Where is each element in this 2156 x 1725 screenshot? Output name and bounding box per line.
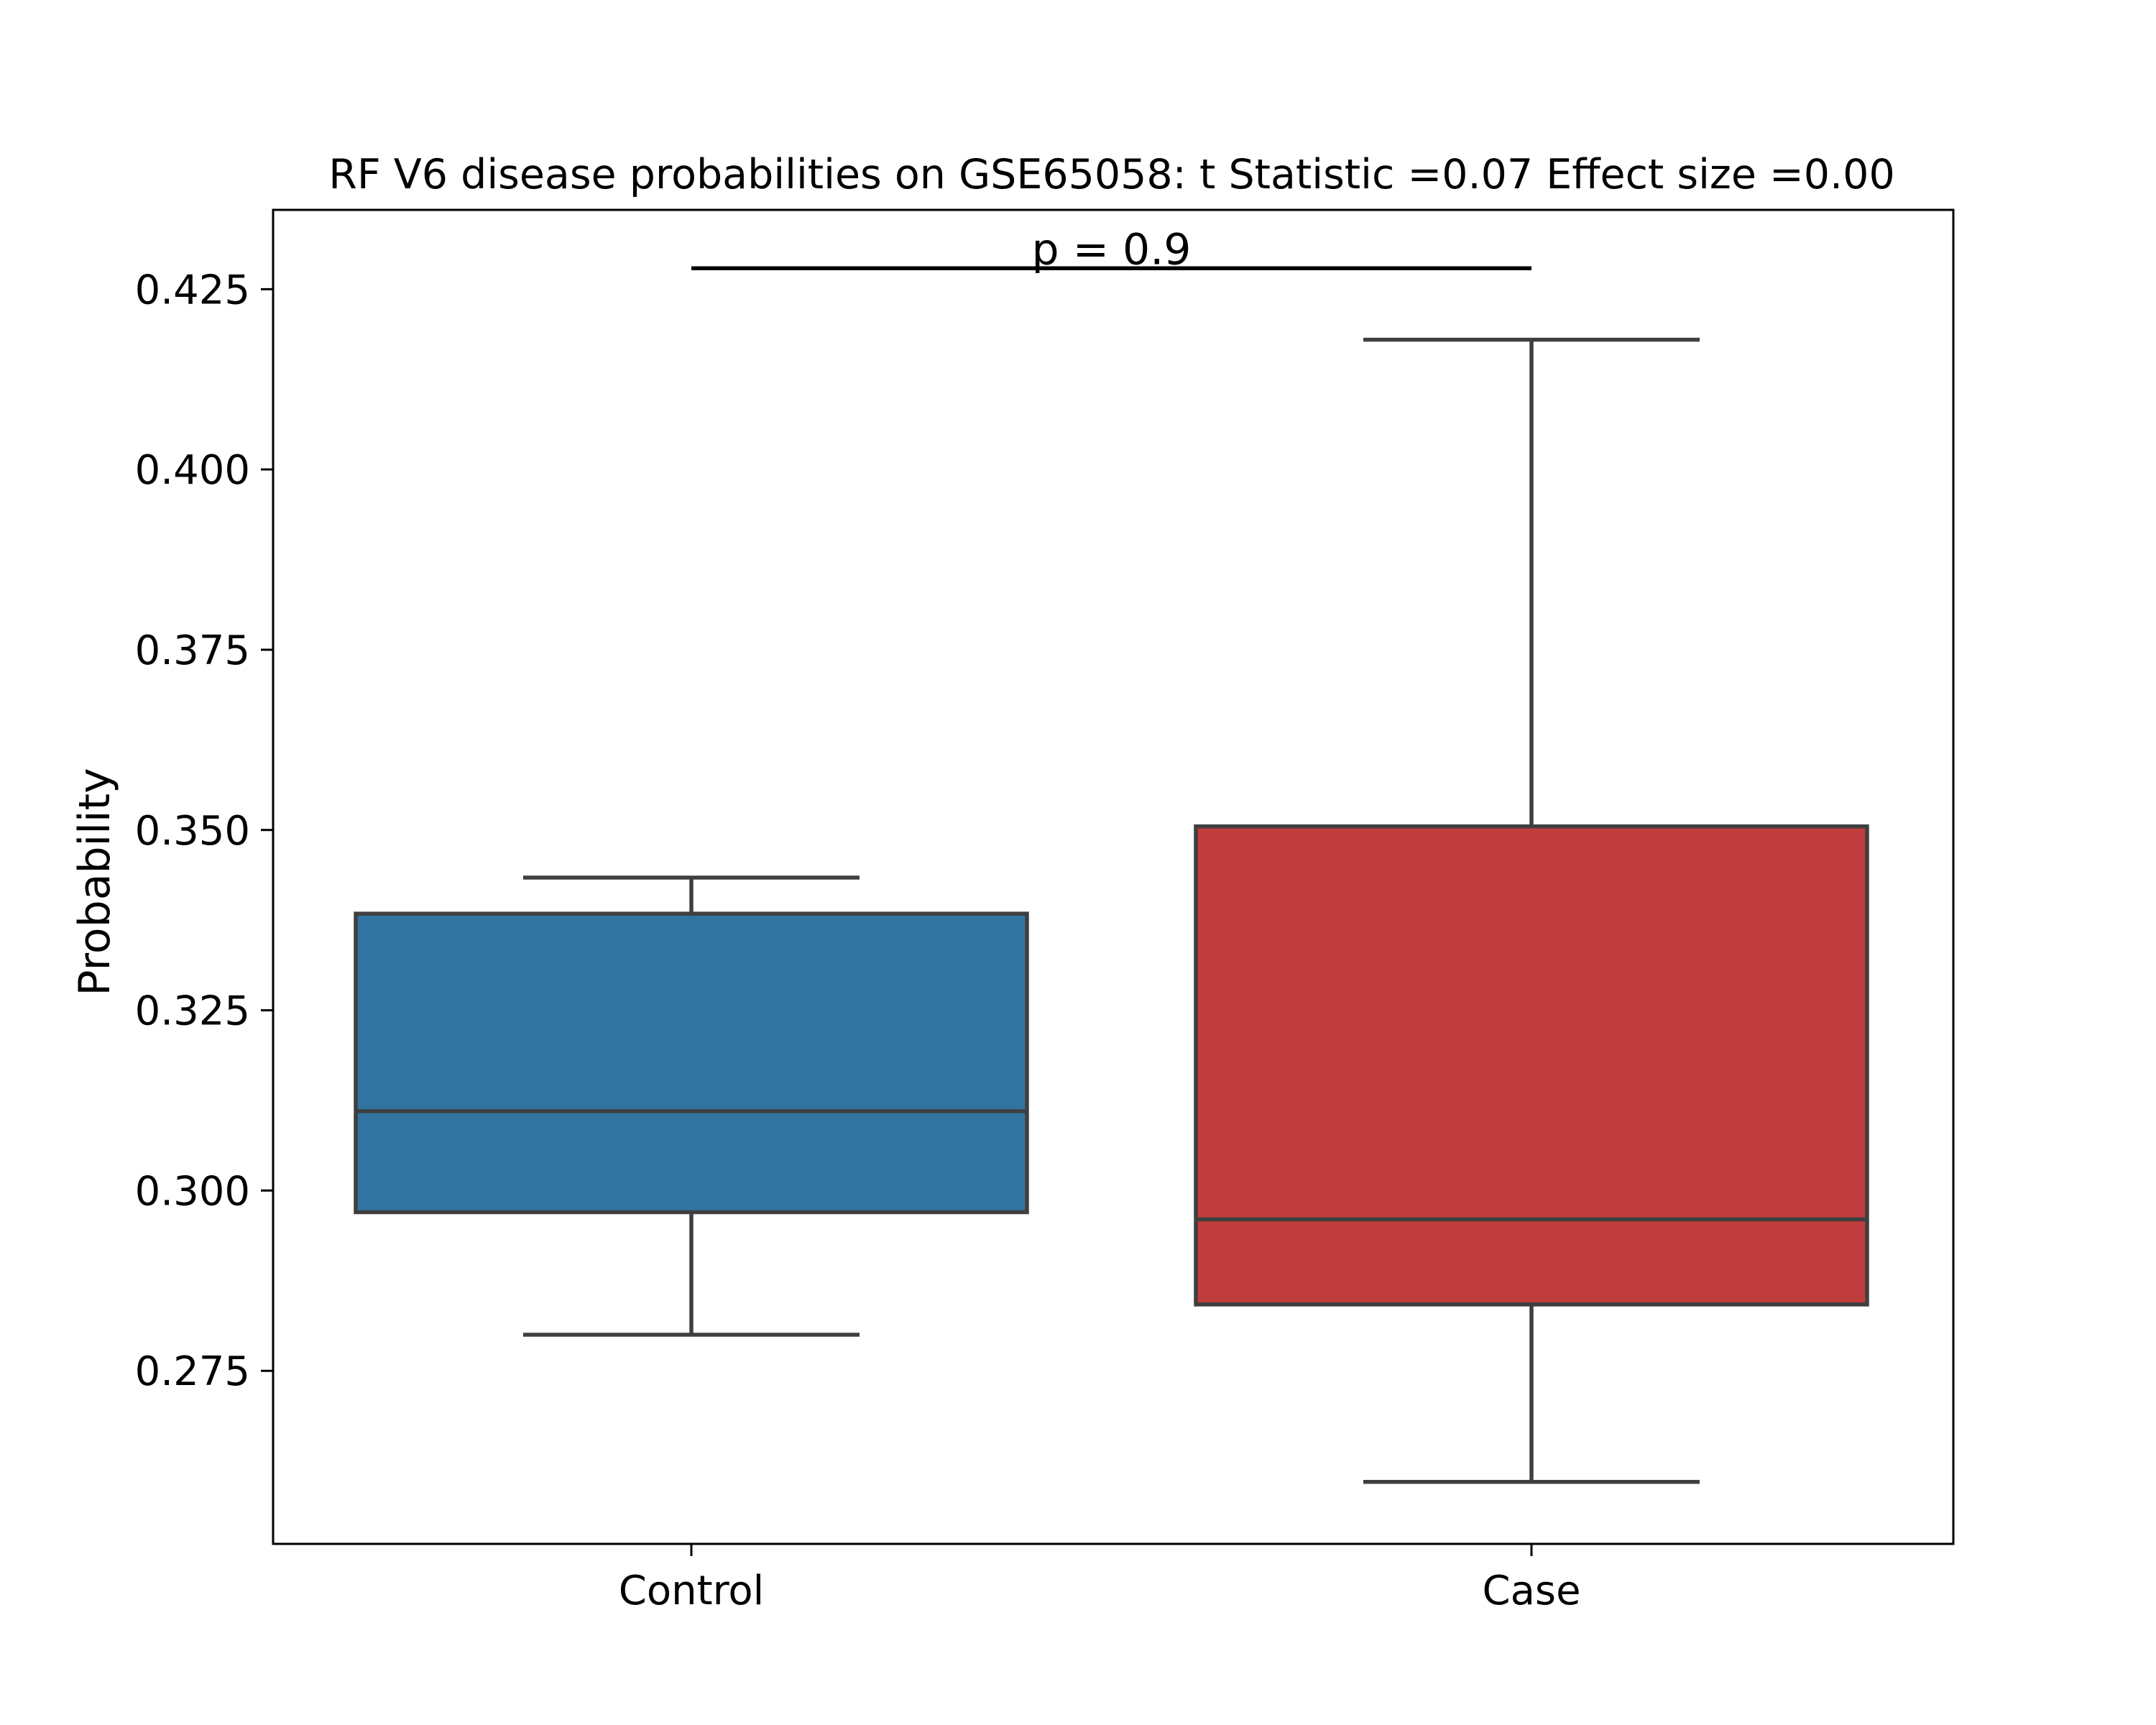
chart-title: RF V6 disease probabilities on GSE65058:… [328,151,1894,198]
x-tick-label-control: Control [619,1568,764,1614]
significance-annotation: p = 0.9 [691,224,1531,275]
box-control [354,875,1029,1337]
y-tick-label: 0.350 [135,808,250,855]
box-case [1194,337,1869,1484]
y-tick-label: 0.275 [135,1348,250,1395]
plot-area [354,337,1869,1484]
y-axis-label: Probability [70,768,120,995]
y-tick-label: 0.300 [135,1168,250,1215]
y-tick-label: 0.425 [135,267,250,313]
box-body-control [354,911,1029,1215]
x-tick-label-case: Case [1482,1568,1580,1614]
y-axis: 0.275 0.300 0.325 0.350 0.375 0.400 0.425 [135,267,273,1395]
y-tick-label: 0.325 [135,988,250,1035]
x-axis: Control Case [619,1544,1581,1614]
box-body-case [1194,824,1869,1307]
p-value-label: p = 0.9 [1032,224,1192,275]
y-tick-label: 0.375 [135,627,250,674]
y-tick-label: 0.400 [135,447,250,494]
plot-frame [272,208,1955,1545]
